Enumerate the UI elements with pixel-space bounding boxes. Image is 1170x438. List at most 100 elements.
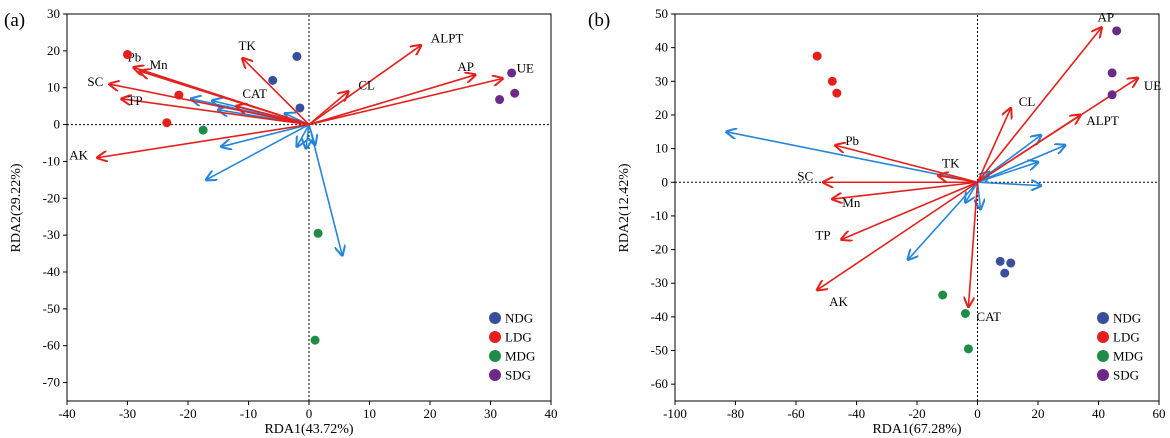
point-ldg: [827, 76, 837, 86]
y-tick-label: 10: [47, 80, 60, 95]
point-ndg: [1000, 268, 1010, 278]
env-arrow-ap: [308, 75, 475, 126]
y-tick-label: -40: [651, 309, 668, 324]
env-arrow-alpt: [308, 45, 421, 126]
point-ldg: [812, 51, 822, 61]
y-tick-label: 20: [655, 107, 668, 122]
x-tick-label: -100: [663, 406, 687, 421]
x-tick-label: 0: [306, 406, 313, 421]
env-arrow-cl: [976, 108, 1011, 183]
legend-marker-sdg: [489, 369, 501, 381]
env-arrow-label-mn: Mn: [150, 57, 169, 72]
legend-label-ndg: NDG: [1113, 311, 1141, 326]
y-tick-label: -10: [651, 208, 668, 223]
env-arrow-ue: [308, 79, 503, 126]
point-sdg: [507, 68, 517, 78]
env-arrow-label-mn: Mn: [842, 195, 861, 210]
legend-marker-ndg: [1097, 312, 1109, 324]
point-sdg: [1107, 68, 1117, 78]
axis-ticks-a: -40 -30 -20 -10 0 10 20 30 40 30 20 10 0 -10 -20 -30 -40…: [43, 6, 558, 421]
species-arrow: [308, 124, 342, 256]
sample-points-a: [123, 50, 520, 345]
x-tick-label: -20: [908, 406, 925, 421]
legend-label-ndg: NDG: [505, 311, 533, 326]
rda-panel-a: (a) -40 -30 -20 -10 0 10 20 30 40 30 20 10 0 -10 -20 -3…: [4, 6, 558, 437]
y-axis-title-a: RDA2(29.22%): [9, 163, 24, 252]
point-mdg: [313, 228, 323, 238]
x-tick-label: 20: [1032, 406, 1045, 421]
point-ndg: [995, 256, 1005, 266]
point-sdg: [1107, 90, 1117, 100]
y-tick-label: 0: [662, 174, 669, 189]
y-tick-label: -60: [651, 376, 668, 391]
env-arrow-label-sc: SC: [87, 74, 103, 89]
y-tick-label: 0: [54, 117, 61, 132]
y-tick-label: -70: [43, 375, 60, 390]
species-arrow: [221, 123, 310, 147]
env-arrow-label-alpt: ALPT: [431, 30, 464, 45]
y-tick-label: -50: [651, 343, 668, 358]
env-arrow-label-tp: TP: [127, 93, 142, 108]
legend-label-sdg: SDG: [1113, 368, 1139, 383]
env-arrow-label-ue: UE: [1144, 78, 1161, 93]
point-mdg: [963, 344, 973, 354]
x-tick-label: -30: [119, 406, 136, 421]
species-arrow: [977, 145, 1066, 183]
y-tick-label: -20: [651, 242, 668, 257]
point-ndg: [292, 51, 302, 61]
x-tick-label: -40: [58, 406, 75, 421]
x-tick-label: -40: [848, 406, 865, 421]
species-arrows-b: [726, 132, 1065, 260]
y-tick-label: 30: [655, 73, 668, 88]
env-arrow-ap: [976, 27, 1102, 183]
env-arrow-label-cl: CL: [1019, 94, 1036, 109]
x-tick-label: 30: [484, 406, 497, 421]
species-arrow: [965, 181, 979, 202]
env-arrow-cl: [308, 91, 348, 126]
env-arrow-label-ak: AK: [829, 294, 848, 309]
zero-lines-a: [67, 14, 551, 401]
env-arrow-label-sc: SC: [797, 168, 813, 183]
y-tick-label: -40: [43, 264, 60, 279]
legend-marker-ndg: [489, 312, 501, 324]
axis-ticks-b: -100 -80 -60 -40 -20 0 20 40 60 50 40 30 20 10 0 -10 -20…: [651, 6, 1166, 421]
legend-marker-ldg: [489, 331, 501, 343]
x-tick-label: -80: [727, 406, 744, 421]
env-arrow-label-cat: CAT: [976, 309, 1001, 324]
env-arrow-label-alpt: ALPT: [1086, 113, 1119, 128]
point-ldg: [174, 90, 184, 100]
env-arrow-tp: [121, 99, 310, 126]
env-arrow-tp: [841, 181, 978, 239]
x-tick-label: 10: [363, 406, 376, 421]
env-arrow-label-pb: Pb: [845, 133, 859, 148]
legend-label-sdg: SDG: [505, 368, 531, 383]
env-arrow-cat: [968, 182, 979, 307]
env-arrow-mn: [832, 181, 978, 199]
env-arrow-pb: [835, 145, 978, 184]
env-arrow-mn: [140, 71, 310, 126]
point-ldg: [123, 50, 132, 60]
env-arrow-label-ue: UE: [517, 61, 534, 76]
species-arrow: [977, 182, 1042, 185]
point-mdg: [960, 309, 970, 319]
y-tick-label: -10: [43, 153, 60, 168]
x-tick-label: 60: [1153, 406, 1166, 421]
y-tick-label: -20: [43, 190, 60, 205]
point-sdg: [495, 95, 505, 105]
x-tick-label: 0: [974, 406, 981, 421]
env-arrow-alpt: [977, 115, 1081, 183]
env-arrow-label-ap: AP: [457, 59, 474, 74]
legend-label-ldg: LDG: [505, 330, 532, 345]
y-tick-label: -50: [43, 301, 60, 316]
y-tick-label: 50: [655, 6, 668, 21]
point-ndg: [268, 75, 278, 85]
y-tick-label: -30: [43, 227, 60, 242]
env-arrow-sc: [109, 84, 310, 126]
point-ldg: [162, 118, 172, 128]
panel-label-a: (a): [4, 10, 25, 31]
point-ldg: [832, 88, 842, 98]
legend-label-mdg: MDG: [505, 349, 535, 364]
x-axis-title-b: RDA1(67.28%): [872, 422, 961, 437]
y-tick-label: 30: [47, 6, 60, 21]
